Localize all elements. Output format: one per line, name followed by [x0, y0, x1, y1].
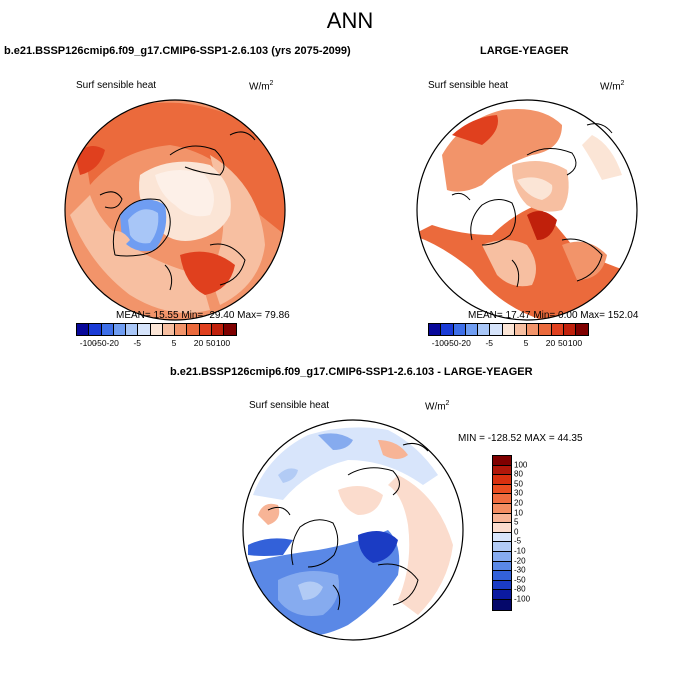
colorbar-box — [493, 475, 511, 485]
colorbar-tick-label: 50 — [206, 338, 216, 348]
left-units-label: W/m2 — [249, 80, 274, 93]
colorbar-tick-label: -100 — [431, 338, 449, 348]
left-panel-title: b.e21.BSSP126cmip6.f09_g17.CMIP6-SSP1-2.… — [4, 45, 351, 57]
colorbar-tick-label: 20 — [545, 338, 556, 348]
figure-title: ANN — [326, 8, 374, 33]
colorbar-tick-label: 20 — [193, 338, 204, 348]
right-variable-label: Surf sensible heat — [428, 80, 509, 91]
left-colorbar-labels: -100 -50 -20 -5 5 20 50 100 — [76, 338, 237, 350]
colorbar-box — [563, 324, 576, 335]
right-stats: MEAN= 17.47 Min= 0.00 Max= 152.04 — [468, 310, 639, 321]
diff-colorbar-labels: 100 80 50 30 20 10 5 0 -5 -10 -20 -30 -50 -80 -100 — [514, 455, 544, 610]
colorbar-box — [493, 503, 511, 514]
colorbar-box — [493, 513, 511, 524]
colorbar-tick-label: -80 — [514, 584, 526, 594]
colorbar-box — [187, 324, 200, 335]
colorbar-box — [493, 599, 511, 610]
colorbar-box — [162, 324, 175, 335]
colorbar-box — [493, 561, 511, 572]
colorbar-box — [126, 324, 139, 335]
colorbar-tick-label: 80 — [514, 469, 523, 479]
colorbar-box — [493, 571, 511, 581]
colorbar-tick-label: 50 — [514, 479, 523, 489]
colorbar-box — [478, 324, 491, 335]
left-variable-label: Surf sensible heat — [76, 80, 157, 91]
colorbar-box — [514, 324, 527, 335]
colorbar-tick-label: 5 — [171, 338, 177, 348]
colorbar-tick-label: -100 — [79, 338, 97, 348]
colorbar-tick-label: -30 — [514, 565, 526, 575]
colorbar-tick-label: 50 — [558, 338, 568, 348]
colorbar-box — [493, 494, 511, 504]
colorbar-box — [490, 324, 503, 335]
colorbar-tick-label: -20 — [514, 556, 526, 566]
colorbar-box — [138, 324, 151, 335]
colorbar-tick-label: 5 — [514, 517, 519, 527]
colorbar-tick-label: 30 — [514, 488, 523, 498]
colorbar-box — [453, 324, 466, 335]
colorbar-tick-label: 10 — [514, 508, 523, 518]
colorbar-box — [101, 324, 114, 335]
colorbar-tick-label: -100 — [514, 594, 531, 604]
colorbar-box — [493, 456, 511, 466]
colorbar-box — [502, 324, 515, 335]
colorbar-tick-label: -5 — [485, 338, 494, 348]
colorbar-box — [113, 324, 126, 335]
right-units-label: W/m2 — [600, 80, 625, 93]
left-stats: MEAN= 15.55 Min= -29.40 Max= 79.86 — [116, 310, 290, 321]
colorbar-box — [211, 324, 224, 335]
colorbar-tick-label: 100 — [215, 338, 231, 348]
colorbar-tick-label: 20 — [514, 498, 523, 508]
right-map — [416, 99, 638, 321]
colorbar-box — [493, 465, 511, 476]
colorbar-box — [429, 324, 442, 335]
colorbar-box — [199, 324, 212, 335]
colorbar-tick-label: 100 — [567, 338, 583, 348]
left-map — [64, 99, 286, 321]
colorbar-box — [493, 580, 511, 591]
colorbar-tick-label: -20 — [458, 338, 471, 348]
colorbar-tick-label: 0 — [514, 527, 519, 537]
colorbar-box — [77, 324, 90, 335]
colorbar-box — [493, 484, 511, 495]
diff-colorbar — [492, 455, 512, 611]
right-colorbar — [428, 323, 590, 336]
diff-stats: MIN = -128.52 MAX = 44.35 — [458, 433, 583, 444]
diff-units-label: W/m2 — [425, 400, 450, 413]
colorbar-box — [441, 324, 454, 335]
colorbar-box — [576, 324, 589, 335]
diff-variable-label: Surf sensible heat — [249, 400, 330, 411]
colorbar-box — [465, 324, 478, 335]
colorbar-box — [527, 324, 540, 335]
colorbar-tick-label: 100 — [514, 460, 528, 470]
colorbar-tick-label: -50 — [514, 575, 526, 585]
colorbar-box — [175, 324, 188, 335]
colorbar-tick-label: -50 — [446, 338, 459, 348]
colorbar-tick-label: -20 — [106, 338, 119, 348]
colorbar-box — [493, 523, 511, 533]
colorbar-box — [493, 532, 511, 543]
colorbar-tick-label: -50 — [94, 338, 107, 348]
diff-panel-title: b.e21.BSSP126cmip6.f09_g17.CMIP6-SSP1-2.… — [170, 366, 533, 378]
right-colorbar-labels: -100 -50 -20 -5 5 20 50 100 — [428, 338, 589, 350]
colorbar-tick-label: -10 — [514, 546, 526, 556]
colorbar-box — [493, 542, 511, 552]
colorbar-box — [493, 590, 511, 600]
colorbar-tick-label: -5 — [514, 536, 522, 546]
colorbar-box — [539, 324, 552, 335]
diff-map — [242, 419, 464, 641]
colorbar-tick-label: -5 — [133, 338, 142, 348]
colorbar-tick-label: 5 — [523, 338, 529, 348]
left-colorbar — [76, 323, 238, 336]
colorbar-box — [224, 324, 237, 335]
right-panel-title: LARGE-YEAGER — [480, 45, 569, 57]
colorbar-box — [551, 324, 564, 335]
colorbar-box — [150, 324, 163, 335]
colorbar-box — [89, 324, 102, 335]
colorbar-box — [493, 551, 511, 562]
